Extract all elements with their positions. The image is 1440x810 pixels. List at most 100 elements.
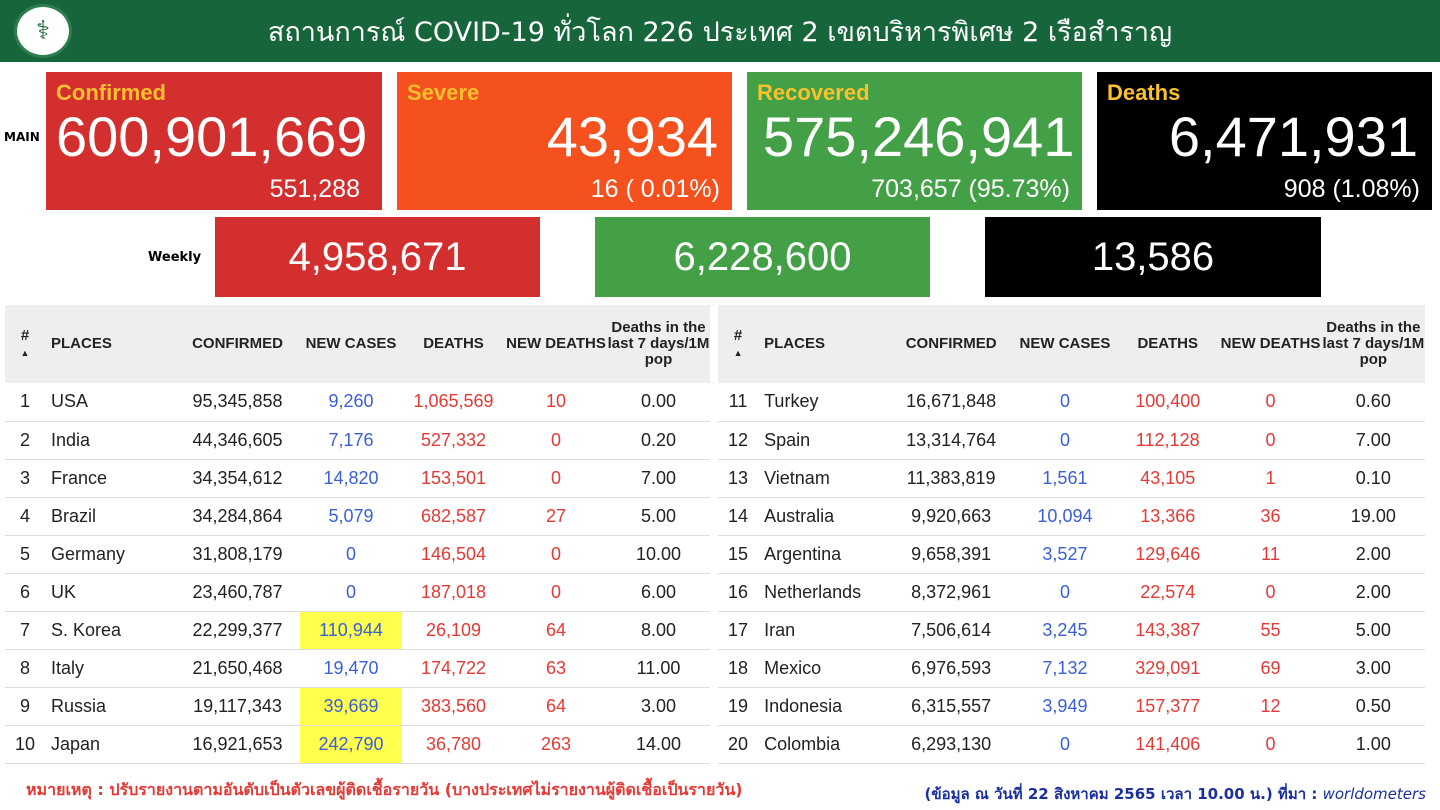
card-sub: 908 (1.08%) bbox=[1283, 175, 1420, 203]
ministry-logo-icon: ⚕ bbox=[14, 4, 72, 58]
table-cell: 10 bbox=[5, 725, 45, 764]
card-sub: 16 ( 0.01%) bbox=[590, 175, 720, 203]
table-cell: 1.00 bbox=[1321, 725, 1425, 764]
table-cell: 1,065,569 bbox=[402, 383, 505, 422]
table-cell: 0.50 bbox=[1321, 687, 1425, 726]
table-cell: 12 bbox=[1219, 687, 1322, 726]
table-cell: 0 bbox=[505, 459, 607, 498]
column-header[interactable]: PLACES bbox=[45, 305, 175, 383]
table-cell: 63 bbox=[505, 649, 607, 688]
table-cell: Turkey bbox=[758, 383, 889, 422]
table-cell: 2.00 bbox=[1321, 535, 1425, 574]
source-date: (ข้อมูล ณ วันที่ 22 สิงหาคม 2565 เวลา 10… bbox=[924, 785, 1323, 803]
table-cell: 31,808,179 bbox=[175, 535, 300, 574]
table-row: 4 Brazil 34,284,864 5,079 682,587 27 5.00 bbox=[5, 497, 710, 536]
table-cell: 21,650,468 bbox=[175, 649, 300, 688]
column-header[interactable]: Deaths in the last 7 days/1M pop bbox=[607, 305, 710, 383]
column-header[interactable]: NEW DEATHS bbox=[1219, 305, 1322, 383]
weekly-recovered: 6,228,600 bbox=[595, 217, 930, 297]
table-row: 18 Mexico 6,976,593 7,132 329,091 69 3.00 bbox=[718, 649, 1425, 688]
table-cell: 11 bbox=[1219, 535, 1322, 574]
column-header[interactable]: Deaths in the last 7 days/1M pop bbox=[1321, 305, 1425, 383]
table-cell: 7 bbox=[5, 611, 45, 650]
table-cell: 153,501 bbox=[402, 459, 505, 498]
table-cell: 19,470 bbox=[300, 649, 402, 688]
table-row: 8 Italy 21,650,468 19,470 174,722 63 11.00 bbox=[5, 649, 710, 688]
table-cell: 16 bbox=[718, 573, 759, 612]
table-cell: 64 bbox=[505, 687, 607, 726]
table-cell: 146,504 bbox=[402, 535, 505, 574]
table-cell: 0 bbox=[1219, 573, 1322, 612]
table-cell: 0 bbox=[1013, 573, 1117, 612]
table-cell: 3,949 bbox=[1013, 687, 1117, 726]
table-cell: 13,366 bbox=[1116, 497, 1220, 536]
column-header[interactable]: NEW CASES bbox=[300, 305, 402, 383]
table-cell: 69 bbox=[1219, 649, 1322, 688]
table-row: 9 Russia 19,117,343 39,669 383,560 64 3.00 bbox=[5, 687, 710, 726]
table-cell: 141,406 bbox=[1116, 725, 1220, 764]
table-cell: 11,383,819 bbox=[888, 459, 1014, 498]
column-header[interactable]: # ▲ bbox=[718, 305, 759, 383]
table-cell: 9,920,663 bbox=[888, 497, 1014, 536]
table-row: 19 Indonesia 6,315,557 3,949 157,377 12 0.50 bbox=[718, 687, 1425, 726]
table-cell: Mexico bbox=[758, 649, 889, 688]
table-cell: 0.60 bbox=[1321, 383, 1425, 422]
table-row: 20 Colombia 6,293,130 0 141,406 0 1.00 bbox=[718, 725, 1425, 764]
table-cell: 7,132 bbox=[1013, 649, 1117, 688]
column-header[interactable]: # ▲ bbox=[5, 305, 45, 383]
table-row: 2 India 44,346,605 7,176 527,332 0 0.20 bbox=[5, 421, 710, 460]
column-header[interactable]: NEW CASES bbox=[1013, 305, 1117, 383]
table-cell: 39,669 bbox=[300, 687, 402, 726]
table-cell: 10,094 bbox=[1013, 497, 1117, 536]
table-cell: 174,722 bbox=[402, 649, 505, 688]
table-cell: 0 bbox=[1013, 383, 1117, 422]
column-header[interactable]: NEW DEATHS bbox=[505, 305, 607, 383]
column-header[interactable]: DEATHS bbox=[1116, 305, 1220, 383]
table-cell: 6,315,557 bbox=[888, 687, 1014, 726]
footer-note: หมายเหตุ : ปรับรายงานตามอันดับเป็นตัวเลข… bbox=[26, 780, 743, 799]
table-cell: 8.00 bbox=[607, 611, 710, 650]
table-cell: 9,260 bbox=[300, 383, 402, 422]
table-cell: Iran bbox=[758, 611, 889, 650]
table-cell: 3.00 bbox=[607, 687, 710, 726]
countries-table-right: # ▲ PLACES CONFIRMED NEW CASES DEATHS NEW DEAT… bbox=[718, 305, 1425, 764]
table-cell: 5.00 bbox=[607, 497, 710, 536]
column-header[interactable]: PLACES bbox=[758, 305, 889, 383]
table-cell: 2 bbox=[5, 421, 45, 460]
table-cell: 100,400 bbox=[1116, 383, 1220, 422]
table-cell: 9 bbox=[5, 687, 45, 726]
table-cell: 329,091 bbox=[1116, 649, 1220, 688]
card-label: Severe bbox=[407, 80, 480, 105]
table-row: 15 Argentina 9,658,391 3,527 129,646 11 2.00 bbox=[718, 535, 1425, 574]
confirmed-card: Confirmed 600,901,669 551,288 bbox=[46, 72, 382, 210]
table-row: 12 Spain 13,314,764 0 112,128 0 7.00 bbox=[718, 421, 1425, 460]
header-row: # ▲ PLACES CONFIRMED NEW CASES DEATHS NEW DEAT… bbox=[5, 305, 710, 383]
column-header[interactable]: CONFIRMED bbox=[175, 305, 300, 383]
source-link[interactable]: worldometers bbox=[1322, 785, 1426, 803]
weekly-label: Weekly bbox=[148, 250, 202, 265]
table-cell: 19 bbox=[718, 687, 759, 726]
table-cell: 0 bbox=[1013, 725, 1117, 764]
column-header[interactable]: CONFIRMED bbox=[888, 305, 1014, 383]
table-cell: 3 bbox=[5, 459, 45, 498]
table-cell: 7,176 bbox=[300, 421, 402, 460]
table-cell: 0 bbox=[505, 573, 607, 612]
table-cell: UK bbox=[45, 573, 175, 612]
table-row: 16 Netherlands 8,372,961 0 22,574 0 2.00 bbox=[718, 573, 1425, 612]
table-cell: 1,561 bbox=[1013, 459, 1117, 498]
table-cell: 157,377 bbox=[1116, 687, 1220, 726]
table-row: 5 Germany 31,808,179 0 146,504 0 10.00 bbox=[5, 535, 710, 574]
table-cell: 17 bbox=[718, 611, 759, 650]
table-cell: Italy bbox=[45, 649, 175, 688]
table-row: 17 Iran 7,506,614 3,245 143,387 55 5.00 bbox=[718, 611, 1425, 650]
table-cell: 682,587 bbox=[402, 497, 505, 536]
header-bar: ⚕ สถานการณ์ COVID-19 ทั่วโลก 226 ประเทศ … bbox=[0, 0, 1440, 62]
table-cell: Germany bbox=[45, 535, 175, 574]
table-cell: 5 bbox=[5, 535, 45, 574]
card-label: Deaths bbox=[1107, 80, 1181, 105]
table-cell: USA bbox=[45, 383, 175, 422]
main-label: MAIN bbox=[4, 130, 40, 144]
table-cell: 14 bbox=[718, 497, 759, 536]
table-cell: 5.00 bbox=[1321, 611, 1425, 650]
column-header[interactable]: DEATHS bbox=[402, 305, 505, 383]
